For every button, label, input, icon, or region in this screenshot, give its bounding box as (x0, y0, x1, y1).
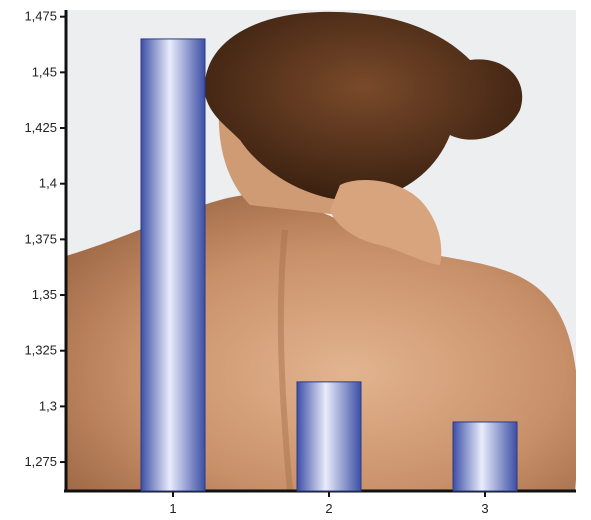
y-tick-label: 1,45 (32, 64, 57, 79)
y-tick-label: 1,325 (24, 343, 57, 358)
y-tick-label: 1,475 (24, 9, 57, 24)
x-tick-label: 1 (169, 501, 176, 516)
y-axis: 1,275 1,3 1,325 1,35 1,375 1,4 1,425 1,45 1,475 (24, 9, 68, 491)
y-tick-label: 1,375 (24, 231, 57, 246)
y-tick-label: 1,3 (39, 398, 57, 413)
bar-3 (452, 421, 518, 492)
y-tick-label: 1,425 (24, 120, 57, 135)
bar-1 (140, 38, 206, 492)
y-tick-label: 1,35 (32, 287, 57, 302)
bar-series (140, 38, 518, 492)
x-tick-label: 2 (325, 501, 332, 516)
x-axis: 1 2 3 (64, 489, 576, 516)
y-tick-label: 1,275 (24, 454, 57, 469)
x-tick-label: 3 (481, 501, 488, 516)
y-tick-label: 1,4 (39, 176, 57, 191)
bar-2 (296, 381, 362, 492)
